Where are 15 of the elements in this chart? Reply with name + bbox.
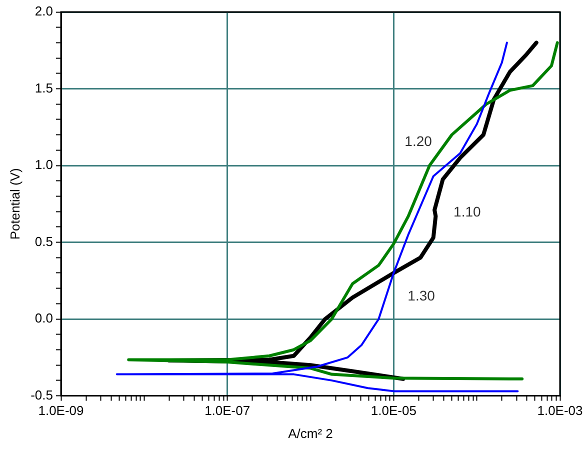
y-tick-label: 1.5 [34, 80, 53, 96]
y-tick-label: 2.0 [34, 4, 53, 19]
y-axis-title: Potential (V) [7, 168, 22, 240]
y-tick-label: 0.5 [34, 234, 53, 249]
x-tick-label: 1.0E-07 [204, 403, 250, 418]
x-tick-label: 1.0E-05 [370, 403, 416, 418]
x-tick-label: 1.0E-03 [537, 403, 583, 418]
annotation: 1.30 [408, 287, 436, 304]
x-axis-title: A/cm² 2 [288, 426, 333, 441]
annotation: 1.20 [404, 132, 432, 149]
y-tick-label: 0.0 [34, 310, 53, 326]
y-tick-label: 1.0 [34, 157, 53, 172]
y-tick-label: -0.5 [30, 387, 53, 402]
annotation: 1.10 [454, 204, 482, 220]
x-tick-label: 1.0E-09 [38, 403, 84, 418]
